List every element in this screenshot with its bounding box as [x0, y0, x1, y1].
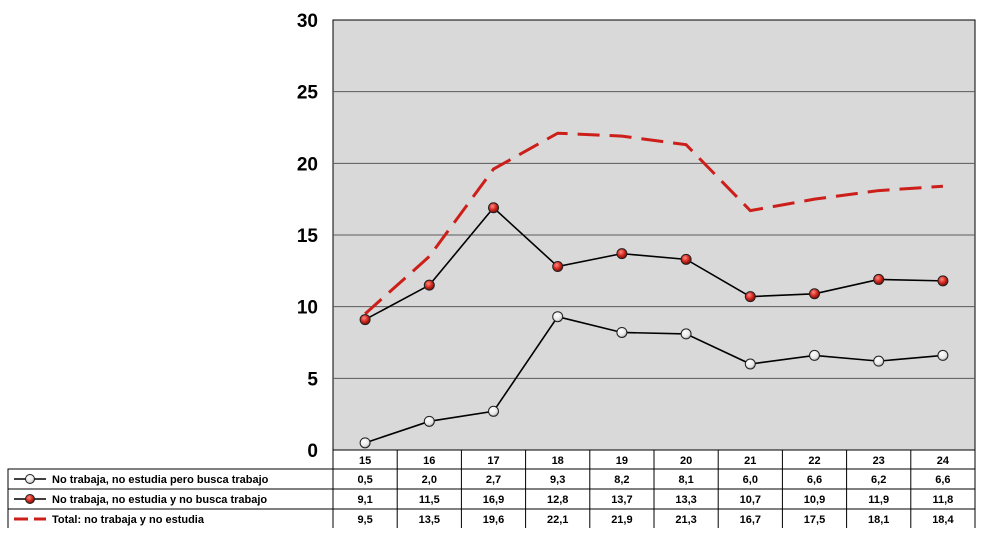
- table-cell: 16,9: [483, 494, 504, 506]
- data-point: [809, 349, 820, 361]
- y-tick-label: 20: [297, 154, 318, 175]
- table-cell: 10,7: [740, 494, 761, 506]
- category-label: 15: [359, 455, 371, 467]
- legend-label: Total: no trabaja y no estudia: [52, 514, 205, 526]
- table-cell: 13,5: [419, 514, 440, 526]
- table-cell: 9,3: [550, 474, 565, 486]
- category-label: 17: [487, 455, 499, 467]
- series-line: [364, 206, 943, 321]
- category-label: 18: [552, 455, 564, 467]
- table-cell: 0,5: [357, 474, 372, 486]
- data-point: [359, 437, 371, 449]
- y-tick-label: 5: [307, 369, 318, 390]
- table-cell: 8,2: [614, 474, 629, 486]
- table-cell: 22,1: [547, 514, 568, 526]
- table-cell: 6,6: [807, 474, 822, 486]
- table-cell: 10,9: [804, 494, 825, 506]
- y-tick-label: 15: [297, 226, 319, 247]
- table-cell: 6,6: [935, 474, 950, 486]
- y-tick-label: 25: [297, 83, 319, 104]
- data-point: [809, 288, 820, 300]
- table-cell: 13,7: [611, 494, 632, 506]
- data-point: [423, 415, 435, 427]
- table-cell: 12,8: [547, 494, 568, 506]
- table-cell: 18,1: [868, 514, 889, 526]
- data-point: [552, 311, 564, 323]
- series-line: [364, 315, 943, 444]
- table-cell: 2,0: [422, 474, 437, 486]
- y-tick-label: 30: [297, 11, 318, 32]
- table-cell: 11,8: [932, 494, 953, 506]
- data-point: [680, 328, 692, 340]
- category-label: 19: [616, 455, 628, 467]
- data-point: [552, 261, 564, 273]
- data-point: [937, 275, 949, 287]
- data-point: [873, 273, 885, 285]
- data-point: [873, 355, 885, 367]
- series: [359, 131, 949, 449]
- series-line-dashed: [364, 131, 944, 315]
- category-label: 16: [423, 455, 435, 467]
- data-point: [359, 314, 371, 326]
- table-cell: 2,7: [486, 474, 501, 486]
- legend-label: No trabaja, no estudia pero busca trabaj…: [52, 474, 269, 486]
- y-axis: 0 5 10 15 20 25 30: [297, 11, 319, 462]
- data-point: [423, 279, 435, 291]
- legend-key-marker: [25, 474, 35, 484]
- table-cell: 19,6: [483, 514, 504, 526]
- table-cell: 13,3: [675, 494, 696, 506]
- data-point: [616, 248, 628, 260]
- data-point: [744, 291, 756, 303]
- data-point: [488, 202, 499, 214]
- series-2: [359, 202, 949, 326]
- table-cell: 16,7: [740, 514, 761, 526]
- category-label: 22: [808, 455, 820, 467]
- table-cell: 11,9: [868, 494, 889, 506]
- series-1: [359, 311, 949, 449]
- table-cell: 8,1: [678, 474, 693, 486]
- data-point: [488, 405, 499, 417]
- legend-key-marker: [25, 494, 35, 504]
- data-point: [680, 253, 692, 265]
- table-cell: 6,2: [871, 474, 886, 486]
- table-cell: 18,4: [932, 514, 954, 526]
- table-cell: 21,3: [675, 514, 696, 526]
- data-point: [937, 349, 949, 361]
- data-table: 15 16 17 18 19 20 21 22 23 24 No trabaja, no estud…: [7, 449, 976, 530]
- category-label: 23: [873, 455, 885, 467]
- table-cell: 17,5: [804, 514, 825, 526]
- legend-label: No trabaja, no estudia y no busca trabaj…: [52, 494, 267, 506]
- y-tick-label: 10: [297, 298, 318, 319]
- series-3: [364, 131, 944, 315]
- table-cell: 11,5: [419, 494, 440, 506]
- table-cell: 6,0: [743, 474, 758, 486]
- category-label: 20: [680, 455, 692, 467]
- data-point: [616, 326, 628, 338]
- y-tick-label: 0: [307, 441, 318, 462]
- category-label: 21: [744, 455, 756, 467]
- category-label: 24: [937, 455, 950, 467]
- table-cell: 21,9: [611, 514, 632, 526]
- table-cell: 9,1: [357, 494, 372, 506]
- data-point: [744, 358, 756, 370]
- table-cell: 9,5: [357, 514, 372, 526]
- gridlines: [333, 91, 975, 379]
